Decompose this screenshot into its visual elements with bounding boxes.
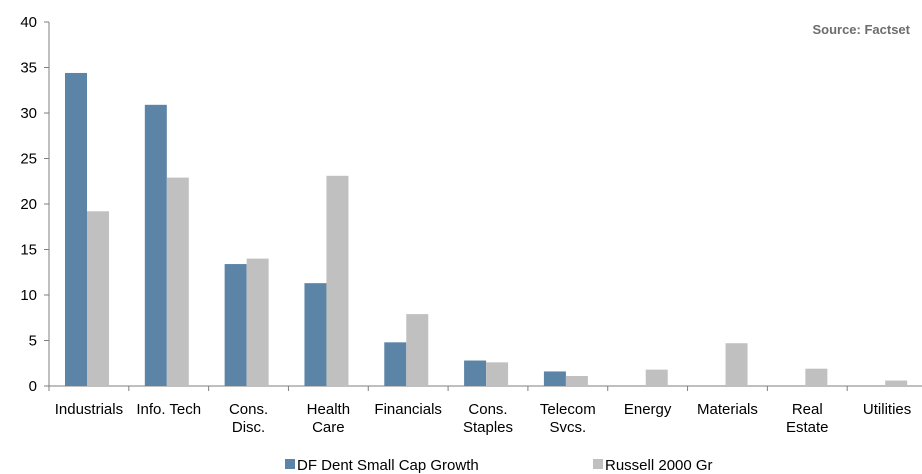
x-axis-labels: Industrials Info. Tech Cons. Disc. Health Car…: [55, 401, 912, 436]
bar-df-dent: [384, 342, 407, 386]
bar-df-dent: [304, 283, 327, 386]
y-tick-label: 10: [20, 287, 37, 304]
bar-russell-2000-gr: [486, 362, 509, 386]
legend-swatch: [285, 459, 295, 469]
x-tick-label: Telecom Svcs.: [540, 401, 596, 436]
y-axis-ticks: 0 5 10 15 20 25 30 35 40: [20, 14, 49, 395]
x-tick-label: Utilities: [863, 401, 911, 418]
bar-df-dent: [464, 360, 487, 386]
legend-swatch: [593, 459, 603, 469]
y-tick-label: 40: [20, 14, 37, 31]
bar-df-dent: [144, 104, 167, 386]
bar-russell-2000-gr: [885, 380, 908, 386]
bar-russell-2000-gr: [645, 369, 668, 386]
bar-russell-2000-gr: [166, 177, 189, 386]
bar-russell-2000-gr: [87, 211, 109, 386]
bar-russell-2000-gr: [326, 175, 349, 386]
x-tick-label: Health Care: [307, 401, 350, 436]
x-tick-label: Real Estate: [786, 401, 829, 436]
bar-df-dent: [224, 264, 247, 386]
x-tick-label: Info. Tech: [136, 401, 201, 418]
bar-russell-2000-gr: [246, 258, 269, 386]
legend-label: DF Dent Small Cap Growth: [297, 457, 479, 474]
x-tick-label: Energy: [624, 401, 672, 418]
y-tick-label: 5: [29, 333, 37, 350]
x-tick-label: Financials: [374, 401, 442, 418]
bar-russell-2000-gr: [725, 343, 748, 386]
bar-russell-2000-gr: [805, 368, 828, 386]
bar-russell-2000-gr: [406, 314, 429, 386]
x-tick-label: Cons. Disc.: [229, 401, 268, 436]
x-tick-label: Industrials: [55, 401, 123, 418]
bar-df-dent: [543, 371, 566, 386]
x-tick-label: Materials: [697, 401, 758, 418]
x-tick-label: Cons. Staples: [463, 401, 513, 436]
y-tick-label: 35: [20, 60, 37, 77]
source-note: Source: Factset: [812, 22, 910, 37]
bar-russell-2000-gr: [565, 375, 588, 386]
y-tick-label: 0: [29, 378, 37, 395]
legend: DF Dent Small Cap Growth Russell 2000 Gr: [285, 457, 713, 474]
legend-label: Russell 2000 Gr: [605, 457, 713, 474]
y-tick-label: 30: [20, 105, 37, 122]
bars: [48, 72, 908, 391]
y-tick-label: 25: [20, 151, 37, 168]
y-tick-label: 20: [20, 196, 37, 213]
bar-df-dent: [65, 72, 87, 387]
y-tick-label: 15: [20, 242, 37, 259]
